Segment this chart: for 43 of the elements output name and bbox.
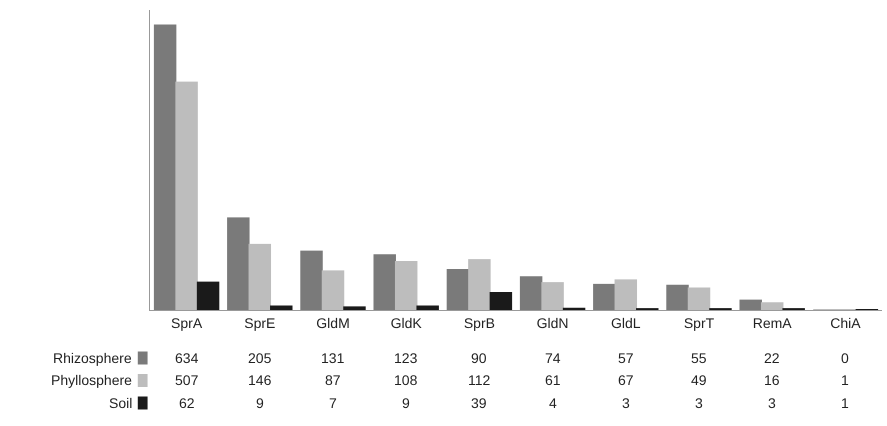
data-label: 3 — [695, 395, 703, 411]
data-label: 507 — [175, 372, 199, 388]
data-label: 9 — [402, 395, 410, 411]
data-label: 49 — [691, 372, 707, 388]
data-label: 22 — [764, 350, 780, 366]
x-tick-label: SprA — [171, 314, 203, 331]
data-label: 131 — [321, 350, 345, 366]
data-label: 87 — [325, 372, 341, 388]
data-label: 61 — [545, 372, 561, 388]
data-label: 55 — [691, 350, 707, 366]
data-label: 1 — [841, 372, 849, 388]
data-label: 7 — [329, 395, 337, 411]
data-label: 90 — [471, 350, 487, 366]
data-label: 123 — [394, 350, 418, 366]
data-label: 3 — [768, 395, 776, 411]
x-tick-label: SprE — [244, 314, 276, 331]
x-tick-label: SprB — [464, 314, 495, 331]
data-label: 74 — [545, 350, 561, 366]
legend-label: Rhizosphere — [53, 350, 132, 366]
data-label: 67 — [618, 372, 634, 388]
x-tick-label: GldM — [316, 314, 350, 331]
x-tick-label: GldN — [536, 314, 569, 331]
data-label: 4 — [549, 395, 557, 411]
data-label: 634 — [175, 350, 199, 366]
x-tick-label: GldK — [390, 314, 422, 331]
data-label: 205 — [248, 350, 272, 366]
x-tick-label: GldL — [611, 314, 641, 331]
data-label: 0 — [841, 350, 849, 366]
x-tick-label: SprT — [684, 314, 715, 331]
legend-label: Phyllosphere — [51, 372, 132, 388]
data-label: 1 — [841, 395, 849, 411]
x-tick-label: ChiA — [830, 314, 862, 331]
data-label: 9 — [256, 395, 264, 411]
data-label: 112 — [468, 372, 491, 388]
data-label: 3 — [622, 395, 630, 411]
data-label: 146 — [248, 372, 272, 388]
data-label: 62 — [179, 395, 195, 411]
data-label: 16 — [764, 372, 780, 388]
x-tick-label: RemA — [752, 314, 792, 331]
data-label: 39 — [471, 395, 487, 411]
data-label: 108 — [394, 372, 418, 388]
legend-label: Soil — [109, 395, 132, 411]
data-label: 57 — [618, 350, 634, 366]
